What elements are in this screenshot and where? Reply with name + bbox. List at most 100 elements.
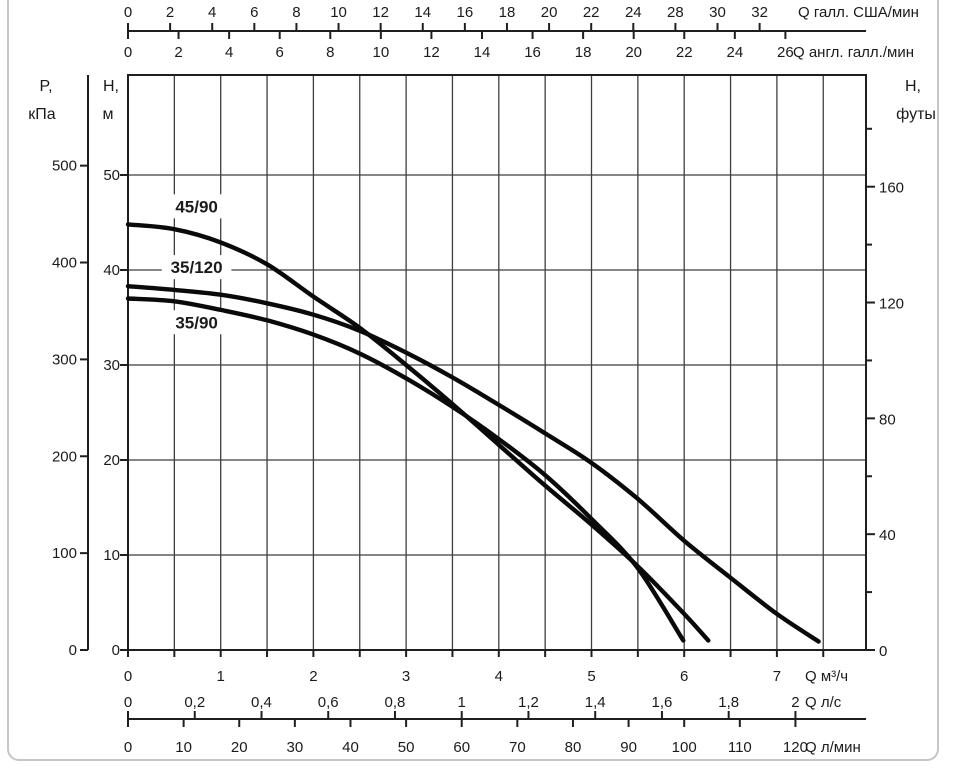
flow-ukgpm-tick-label: 16 (524, 44, 541, 61)
flow-lmin-tick-label: 30 (287, 739, 304, 756)
flow-usgpm-tick-label: 24 (625, 4, 642, 21)
flow-usgpm-tick-label: 18 (499, 4, 516, 21)
flow-ukgpm-tick-label: 6 (276, 44, 284, 61)
flow-m3h-tick-label: 4 (495, 668, 503, 685)
curve-label-45-90: 45/90 (175, 197, 218, 216)
flow-usgpm-tick-label: 4 (208, 4, 216, 21)
flow-ls-tick-label: 0,8 (385, 694, 406, 711)
flow-usgpm-tick-label: 14 (414, 4, 431, 21)
flow-ukgpm-tick-label: 24 (726, 44, 743, 61)
flow-ls-tick-label: 0,4 (251, 694, 272, 711)
curve-label-backdrop (166, 194, 227, 219)
head-ft-tick-label: 40 (879, 527, 896, 544)
flow-ls-tick-label: 0 (124, 694, 132, 711)
flow-ukgpm-tick-label: 26 (777, 44, 794, 61)
flow-ukgpm-tick-label: 18 (575, 44, 592, 61)
head-ft-tick-label: 160 (879, 180, 904, 197)
flow-usgpm-tick-label: 0 (124, 4, 132, 21)
flow-ls-tick-label: 0,6 (318, 694, 339, 711)
flow-lmin-tick-label: 100 (672, 739, 697, 756)
flow-m3h-tick-label: 1 (217, 668, 225, 685)
curve-labels: 45/90 35/120 35/90 (161, 194, 232, 335)
flow-usgpm-tick-label: 20 (541, 4, 558, 21)
flow-m3h-tick-label: 2 (309, 668, 317, 685)
flow-lmin-unit-label: Q л/мин (805, 739, 861, 756)
head-ft-axis-title: H, (905, 78, 921, 95)
flow-lmin-tick-label: 0 (124, 739, 132, 756)
head-m-axis-title: H, (103, 78, 119, 95)
flow-usgpm-tick-label: 2 (166, 4, 174, 21)
flow-m3h-tick-label: 6 (680, 668, 688, 685)
flow-m3h-tick-label: 0 (124, 668, 132, 685)
flow-ls-tick-label: 1,2 (518, 694, 539, 711)
flow-lmin-tick-label: 80 (565, 739, 582, 756)
flow-usgpm-tick-label: 22 (583, 4, 600, 21)
flow-usgpm-unit-label: Q галл. США/мин (798, 4, 919, 21)
flow-ukgpm-tick-label: 22 (676, 44, 693, 61)
flow-ukgpm-unit-label: Q англ. галл./мин (793, 44, 914, 61)
flow-ls-tick-label: 1,8 (718, 694, 739, 711)
head-m-tick-label: 0 (112, 642, 120, 659)
pressure-axis-title: P, (39, 78, 52, 95)
curve-label-backdrop (161, 255, 232, 280)
curve-label-35-90: 35/90 (175, 313, 218, 332)
pump-curve-35-120 (125, 284, 821, 644)
flow-usgpm-tick-label: 30 (709, 4, 726, 21)
flow-lmin-tick-label: 50 (398, 739, 415, 756)
pressure-kpa-tick-label: 300 (52, 351, 77, 368)
head-m-tick-label: 30 (103, 357, 120, 374)
head-m-axis-title: м (103, 106, 114, 123)
flow-usgpm-tick-label: 6 (250, 4, 258, 21)
flow-lmin-tick-label: 60 (453, 739, 470, 756)
flow-usgpm-tick-label: 32 (751, 4, 768, 21)
flow-ls-tick-label: 0,2 (184, 694, 205, 711)
flow-lmin-tick-label: 70 (509, 739, 526, 756)
plot-border (127, 74, 867, 651)
head-m-tick-label: 50 (103, 167, 120, 184)
pressure-kpa-tick-label: 0 (69, 642, 77, 659)
flow-ukgpm-tick-label: 12 (423, 44, 440, 61)
flow-usgpm-tick-label: 28 (667, 4, 684, 21)
pressure-axis-title: кПа (28, 106, 56, 123)
flow-lmin-tick-label: 120 (783, 739, 808, 756)
flow-usgpm-tick-label: 12 (372, 4, 389, 21)
flow-usgpm-tick-label: 10 (330, 4, 347, 21)
pump-curve-35-90 (125, 296, 686, 643)
head-m-tick-label: 10 (103, 547, 120, 564)
flow-m3h-tick-label: 3 (402, 668, 410, 685)
flow-ukgpm-tick-label: 4 (225, 44, 233, 61)
flow-ls-tick-label: 1,4 (585, 694, 606, 711)
head-ft-tick-label: 80 (879, 411, 896, 428)
flow-ukgpm-tick-label: 20 (625, 44, 642, 61)
flow-ls-tick-label: 2 (791, 694, 799, 711)
head-m-tick-label: 40 (103, 262, 120, 279)
flow-usgpm-tick-label: 16 (457, 4, 474, 21)
curve-label-35-120: 35/120 (171, 258, 223, 277)
flow-ukgpm-tick-label: 2 (174, 44, 182, 61)
flow-lmin-tick-label: 110 (728, 739, 752, 756)
curves (125, 222, 821, 644)
flow-lmin-tick-label: 10 (175, 739, 192, 756)
flow-m3h-unit-label: Q м³/ч (805, 668, 848, 685)
head-m-tick-label: 20 (103, 452, 120, 469)
head-ft-tick-label: 120 (879, 296, 904, 313)
head-ft-tick-label: 0 (879, 643, 887, 660)
flow-ukgpm-tick-label: 0 (124, 44, 132, 61)
flow-ukgpm-tick-label: 10 (373, 44, 390, 61)
flow-ls-tick-label: 1,6 (652, 694, 673, 711)
pressure-kpa-tick-label: 500 (52, 158, 77, 175)
flow-lmin-tick-label: 20 (231, 739, 248, 756)
pressure-kpa-tick-label: 100 (52, 545, 77, 562)
flow-lmin-tick-label: 40 (342, 739, 359, 756)
flow-m3h-tick-label: 7 (773, 668, 781, 685)
flow-lmin-tick-label: 90 (620, 739, 637, 756)
plot-grid (128, 75, 866, 650)
flow-ukgpm-tick-label: 14 (474, 44, 491, 61)
flow-ls-tick-label: 1 (458, 694, 466, 711)
pressure-kpa-tick-label: 200 (52, 448, 77, 465)
pump-curve-45-90 (125, 222, 711, 643)
head-ft-axis-title: футы (896, 106, 936, 123)
flow-ukgpm-tick-label: 8 (326, 44, 334, 61)
